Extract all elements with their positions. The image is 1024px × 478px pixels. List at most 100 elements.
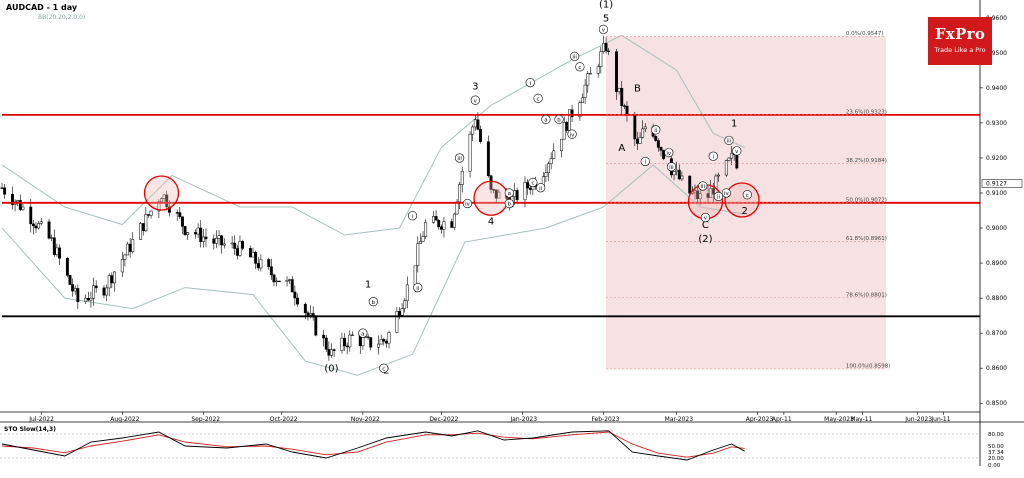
candle-body — [102, 287, 106, 296]
subwave-label: c — [578, 65, 581, 71]
candle-body — [126, 243, 129, 256]
logo-tagline: Trade Like a Pro — [934, 46, 986, 54]
candle-body — [369, 337, 373, 348]
candle-body — [398, 311, 401, 316]
candle-body — [641, 128, 645, 138]
candle-body — [314, 316, 318, 336]
wave-label: 1 — [731, 118, 737, 129]
candle-body — [39, 221, 43, 224]
price-tick-label: 0.9000 — [986, 225, 1007, 232]
subwave-label: b — [372, 300, 376, 306]
candle-body — [724, 160, 728, 176]
fib-label: 50.0%(0.9072) — [846, 197, 887, 203]
candle-body — [638, 137, 642, 144]
candle-body — [439, 226, 443, 230]
subwave-marker — [413, 282, 423, 293]
price-tick-label: 0.9300 — [986, 120, 1007, 127]
candle-body — [617, 87, 621, 93]
candle-body — [112, 271, 116, 284]
candle-body — [387, 332, 391, 344]
subwave-label: ii — [539, 186, 543, 192]
candle-body — [452, 213, 456, 228]
candle-body — [322, 334, 326, 339]
price-tick-label: 0.8600 — [986, 365, 1007, 372]
candle-body — [654, 136, 658, 141]
candle-body — [565, 122, 569, 131]
candle-body — [432, 216, 435, 223]
price-tick-label: 0.8900 — [986, 260, 1007, 267]
candle-body — [366, 336, 370, 338]
candle-body — [186, 232, 190, 235]
candle-body — [327, 349, 331, 356]
candle-body — [144, 214, 148, 232]
highlight-circle — [143, 175, 180, 211]
subwave-marker — [598, 24, 609, 34]
candle-body — [141, 223, 145, 232]
subwave-label: c — [531, 181, 534, 187]
subwave-label: a — [544, 118, 547, 124]
candle-body — [183, 226, 187, 235]
candle-body — [94, 285, 98, 289]
candle-body — [275, 280, 279, 283]
time-tick-label: May-11 — [850, 416, 872, 423]
fib-label: 23.6%(0.9323) — [846, 109, 887, 115]
fib-label: 0.0%(0.9547) — [846, 31, 884, 37]
candle-body — [272, 274, 276, 283]
candle-body — [547, 163, 550, 174]
stoch-main-line — [1, 430, 745, 461]
subwave-marker — [525, 77, 535, 88]
candle-body — [437, 220, 441, 228]
stoch-label: STO Slow(14,3) — [4, 426, 56, 433]
candle-body — [615, 51, 618, 93]
subwave-label: c — [382, 366, 385, 372]
candle-body — [350, 334, 354, 336]
subwave-marker — [567, 129, 577, 139]
candle-body — [560, 138, 564, 152]
candle-body — [160, 198, 163, 202]
subwave-marker — [700, 212, 711, 223]
time-tick-label: Feb-2023 — [591, 416, 619, 423]
subwave-label: iii — [669, 165, 674, 171]
fib-label: 61.8%(0.8961) — [846, 236, 887, 242]
candle-body — [567, 109, 571, 131]
candle-body — [395, 311, 399, 333]
candle-body — [248, 248, 252, 258]
time-tick-label: Jul-2022 — [28, 416, 54, 423]
candle-body — [149, 210, 153, 216]
candle-body — [194, 232, 197, 235]
current-price-box — [981, 179, 1023, 188]
subwave-label: v — [602, 28, 606, 34]
subwave-label: c — [746, 193, 749, 199]
time-tick-label: Jan-2023 — [509, 416, 537, 423]
candle-body — [471, 126, 475, 135]
time-tick-label: Apr-11 — [772, 416, 792, 423]
subwave-marker — [732, 146, 742, 156]
subwave-marker — [407, 211, 418, 221]
candle-body — [120, 259, 124, 273]
candle-body — [212, 238, 216, 244]
price-tick-label: 0.8700 — [986, 330, 1007, 337]
subwave-marker — [666, 162, 677, 172]
wave-label: 5 — [603, 13, 609, 24]
indicator-label: BB(20,20,2.0,0) — [38, 14, 85, 21]
wave-label: C — [702, 220, 709, 231]
fib-label: 38.2%(0.9184) — [846, 158, 887, 164]
subwave-label: a — [508, 191, 511, 197]
candle-body — [458, 184, 462, 203]
subwave-label: iv — [465, 202, 471, 208]
candle-body — [515, 190, 519, 201]
candle-body — [434, 216, 438, 221]
candle-body — [633, 114, 637, 140]
candle-body — [303, 303, 307, 314]
candle-body — [479, 129, 482, 142]
candle-body — [178, 212, 182, 218]
subwave-label: iii — [572, 55, 577, 61]
price-tick-label: 0.9500 — [986, 50, 1007, 57]
fxpro-logo: FxPro Trade Like a Pro — [928, 17, 992, 65]
candle-body — [73, 288, 77, 292]
candle-body — [379, 339, 383, 345]
stoch-tick-80: 80.00 — [988, 432, 1004, 438]
candle-body — [65, 258, 69, 276]
candle-body — [157, 201, 161, 212]
